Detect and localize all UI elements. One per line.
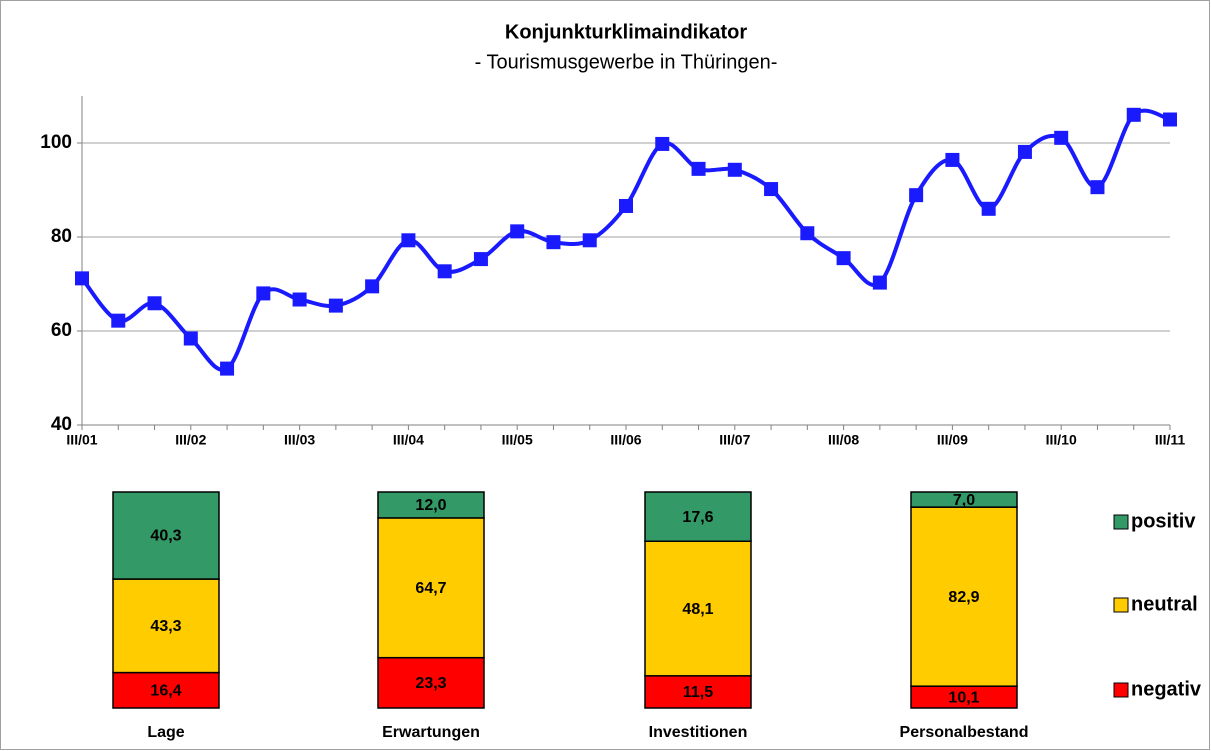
- marker: [945, 152, 960, 167]
- marker: [619, 198, 633, 213]
- x-tick-label: III/03: [284, 432, 315, 448]
- chart-title: Konjunkturklimaindikator: [505, 21, 747, 43]
- x-tick-label: III/05: [502, 432, 533, 448]
- marker: [75, 271, 89, 286]
- marker: [909, 188, 924, 203]
- legend-swatch: [1113, 682, 1129, 698]
- marker: [510, 224, 525, 239]
- value-label: 11,5: [683, 684, 713, 701]
- marker: [365, 279, 380, 294]
- bar-segment: [377, 656, 485, 709]
- marker: [546, 235, 561, 250]
- bar-segment: [910, 491, 1018, 508]
- legend-swatch: [1113, 514, 1129, 530]
- x-tick-label: III/08: [828, 432, 859, 448]
- x-tick-label: III/01: [66, 432, 97, 448]
- marker: [256, 286, 271, 301]
- value-label: 17,6: [682, 509, 713, 526]
- marker: [1017, 144, 1032, 159]
- marker: [1163, 112, 1177, 127]
- chart-subtitle: - Tourismusgewerbe in Thüringen-: [475, 51, 778, 73]
- marker: [836, 251, 851, 266]
- marker: [981, 201, 996, 216]
- legend-label: neutral: [1131, 593, 1198, 615]
- x-tick-label: III/02: [175, 432, 206, 448]
- legend-label: positiv: [1131, 510, 1196, 532]
- marker: [328, 298, 343, 313]
- marker: [1090, 180, 1105, 195]
- bar-segment: [644, 491, 752, 542]
- y-tick-label: 80: [51, 226, 72, 247]
- x-tick-label: Erwartungen: [382, 724, 480, 741]
- y-tick-label: 60: [51, 320, 72, 341]
- bar-segment: [112, 491, 220, 580]
- legend-label: negativ: [1131, 678, 1202, 700]
- marker: [473, 252, 488, 267]
- y-tick-label: 40: [51, 414, 72, 435]
- x-tick-label: Lage: [147, 724, 184, 741]
- bar-segment: [644, 540, 752, 677]
- marker: [220, 361, 235, 376]
- x-tick-label: III/04: [393, 432, 424, 448]
- x-tick-label: Investitionen: [649, 724, 748, 741]
- value-label: 16,4: [150, 683, 181, 700]
- marker: [691, 161, 706, 176]
- value-label: 7,0: [953, 492, 975, 509]
- y-tick-label: 100: [40, 132, 72, 153]
- value-label: 40,3: [150, 528, 181, 545]
- marker: [1054, 130, 1069, 145]
- marker: [147, 296, 162, 311]
- marker: [401, 233, 416, 248]
- legend-swatch: [1113, 597, 1129, 613]
- value-label: 23,3: [415, 675, 446, 692]
- x-tick-label: III/10: [1046, 432, 1077, 448]
- value-label: 12,0: [415, 497, 446, 514]
- marker: [655, 136, 670, 151]
- value-label: 64,7: [415, 580, 446, 597]
- x-tick-label: Personalbestand: [900, 724, 1029, 741]
- value-label: 82,9: [948, 589, 979, 606]
- bar-segment: [112, 578, 220, 674]
- marker: [437, 264, 452, 279]
- bar-segment: [910, 506, 1018, 687]
- marker: [764, 182, 779, 197]
- marker: [800, 226, 815, 241]
- value-label: 10,1: [948, 689, 979, 706]
- marker: [582, 233, 597, 248]
- x-tick-label: III/06: [610, 432, 641, 448]
- x-tick-label: III/11: [1155, 432, 1186, 448]
- marker: [727, 162, 742, 177]
- bar-segment: [377, 491, 485, 519]
- value-label: 48,1: [682, 601, 713, 618]
- x-tick-label: III/09: [937, 432, 968, 448]
- marker: [111, 313, 126, 328]
- marker: [183, 331, 198, 346]
- value-label: 43,3: [150, 618, 181, 635]
- marker: [872, 275, 887, 290]
- marker: [1126, 107, 1141, 122]
- marker: [292, 292, 307, 307]
- bar-segment: [112, 671, 220, 709]
- x-tick-label: III/07: [719, 432, 750, 448]
